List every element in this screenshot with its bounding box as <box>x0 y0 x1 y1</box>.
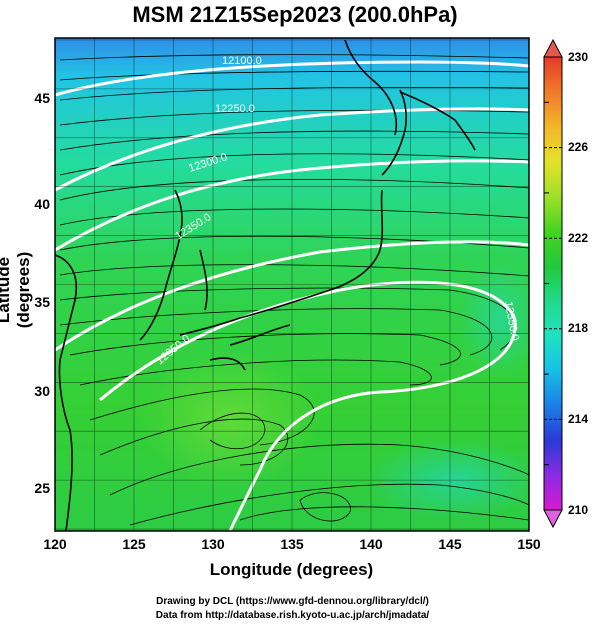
y-tick-label: 30 <box>34 383 50 399</box>
x-tick-label: 150 <box>517 536 541 552</box>
y-tick-label: 35 <box>34 294 50 310</box>
streamlines <box>59 54 529 526</box>
colorbar-tick-label: 230 <box>568 50 589 64</box>
y-tick-label: 40 <box>34 196 50 212</box>
colorbar-tick-label: 214 <box>568 412 589 426</box>
colorbar-tick-label: 218 <box>568 321 589 335</box>
colorbar <box>543 38 563 529</box>
cool-area-east <box>460 260 529 380</box>
x-tick-label: 125 <box>122 536 146 552</box>
x-tick-label: 140 <box>359 536 383 552</box>
colorbar-tick-label: 222 <box>568 231 589 245</box>
contour-label: 12250.0 <box>215 103 255 115</box>
y-tick-label: 45 <box>34 90 50 106</box>
colorbar-min-arrow <box>543 509 563 529</box>
x-tick-label: 145 <box>438 536 462 552</box>
x-tick-label: 120 <box>43 536 67 552</box>
plot-frame <box>54 37 530 532</box>
y-axis-label: Latitude (degrees) <box>0 251 33 329</box>
x-tick-label: 130 <box>201 536 225 552</box>
y-tick-label: 25 <box>34 480 50 496</box>
map-title: MSM 21Z15Sep2023 (200.0hPa) <box>132 2 458 27</box>
contour-label: 12100.0 <box>222 55 262 67</box>
credit-data: Data from http://database.rish.kyoto-u.a… <box>155 610 430 621</box>
colorbar-tick-label: 226 <box>568 140 589 154</box>
colorbar-tick-label: 210 <box>568 503 589 517</box>
x-tick-label: 135 <box>280 536 304 552</box>
x-axis-label: Longitude (degrees) <box>209 560 374 579</box>
warm-area <box>140 350 320 490</box>
credit-drawing: Drawing by DCL (https://www.gfd-dennou.o… <box>156 596 429 607</box>
colorbar-max-arrow <box>543 38 563 58</box>
